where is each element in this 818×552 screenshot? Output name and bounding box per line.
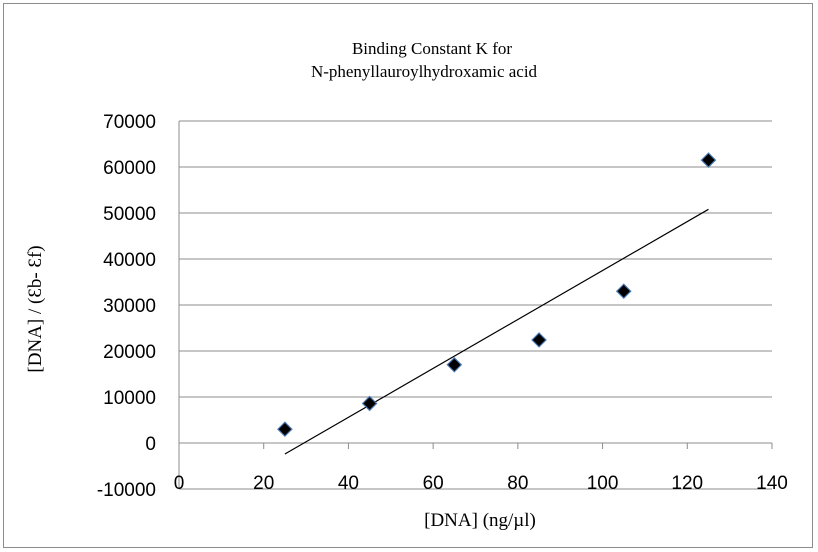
y-tick-label-5: 40000 — [103, 250, 156, 271]
x-tick-label-4: 80 — [507, 473, 528, 494]
x-tick-label-0: 0 — [174, 473, 185, 494]
y-tick-label-8: 70000 — [103, 112, 156, 133]
data-point-1 — [361, 395, 378, 412]
x-axis-title: [DNA] (ng/µl) — [424, 510, 536, 531]
x-tick-label-3: 60 — [423, 473, 444, 494]
x-tick-label-5: 100 — [587, 473, 619, 494]
chart-canvas: Binding Constant K for N-phenyllauroylhy… — [25, 39, 788, 531]
data-point-3 — [531, 332, 547, 348]
y-tick-label-0: -10000 — [97, 480, 156, 501]
data-point-4 — [615, 283, 632, 300]
y-tick-label-3: 20000 — [103, 342, 156, 363]
y-tick-label-4: 30000 — [103, 296, 156, 317]
x-tick-label-2: 40 — [338, 473, 359, 494]
chart-title-line-1: Binding Constant K for — [352, 39, 512, 58]
data-points — [277, 152, 717, 438]
y-tick-label-7: 60000 — [103, 158, 156, 179]
y-axis-title: [DNA] / (Ɛb- Ɛf) — [25, 245, 46, 372]
axes — [178, 121, 773, 489]
data-point-0 — [277, 421, 293, 438]
chart-title-line-2: N-phenyllauroylhydroxamic acid — [311, 62, 538, 81]
x-tick-label-1: 20 — [253, 473, 274, 494]
y-tick-label-1: 0 — [145, 434, 156, 455]
y-tick-labels: -10000 0 10000 20000 30000 40000 50000 60000 700… — [97, 112, 156, 501]
trendline — [284, 208, 709, 455]
data-point-2 — [446, 356, 463, 373]
chart-frame: Binding Constant K for N-phenyllauroylhy… — [3, 3, 813, 548]
x-tick-label-7: 140 — [756, 473, 788, 494]
data-point-5 — [700, 152, 717, 168]
y-tick-label-6: 50000 — [103, 204, 156, 225]
x-tick-labels: 0 20 40 60 80 100 120 140 — [174, 473, 788, 494]
x-tick-label-6: 120 — [671, 473, 703, 494]
gridlines — [179, 120, 772, 490]
trendline-layer — [284, 208, 709, 455]
y-tick-label-2: 10000 — [103, 388, 156, 409]
